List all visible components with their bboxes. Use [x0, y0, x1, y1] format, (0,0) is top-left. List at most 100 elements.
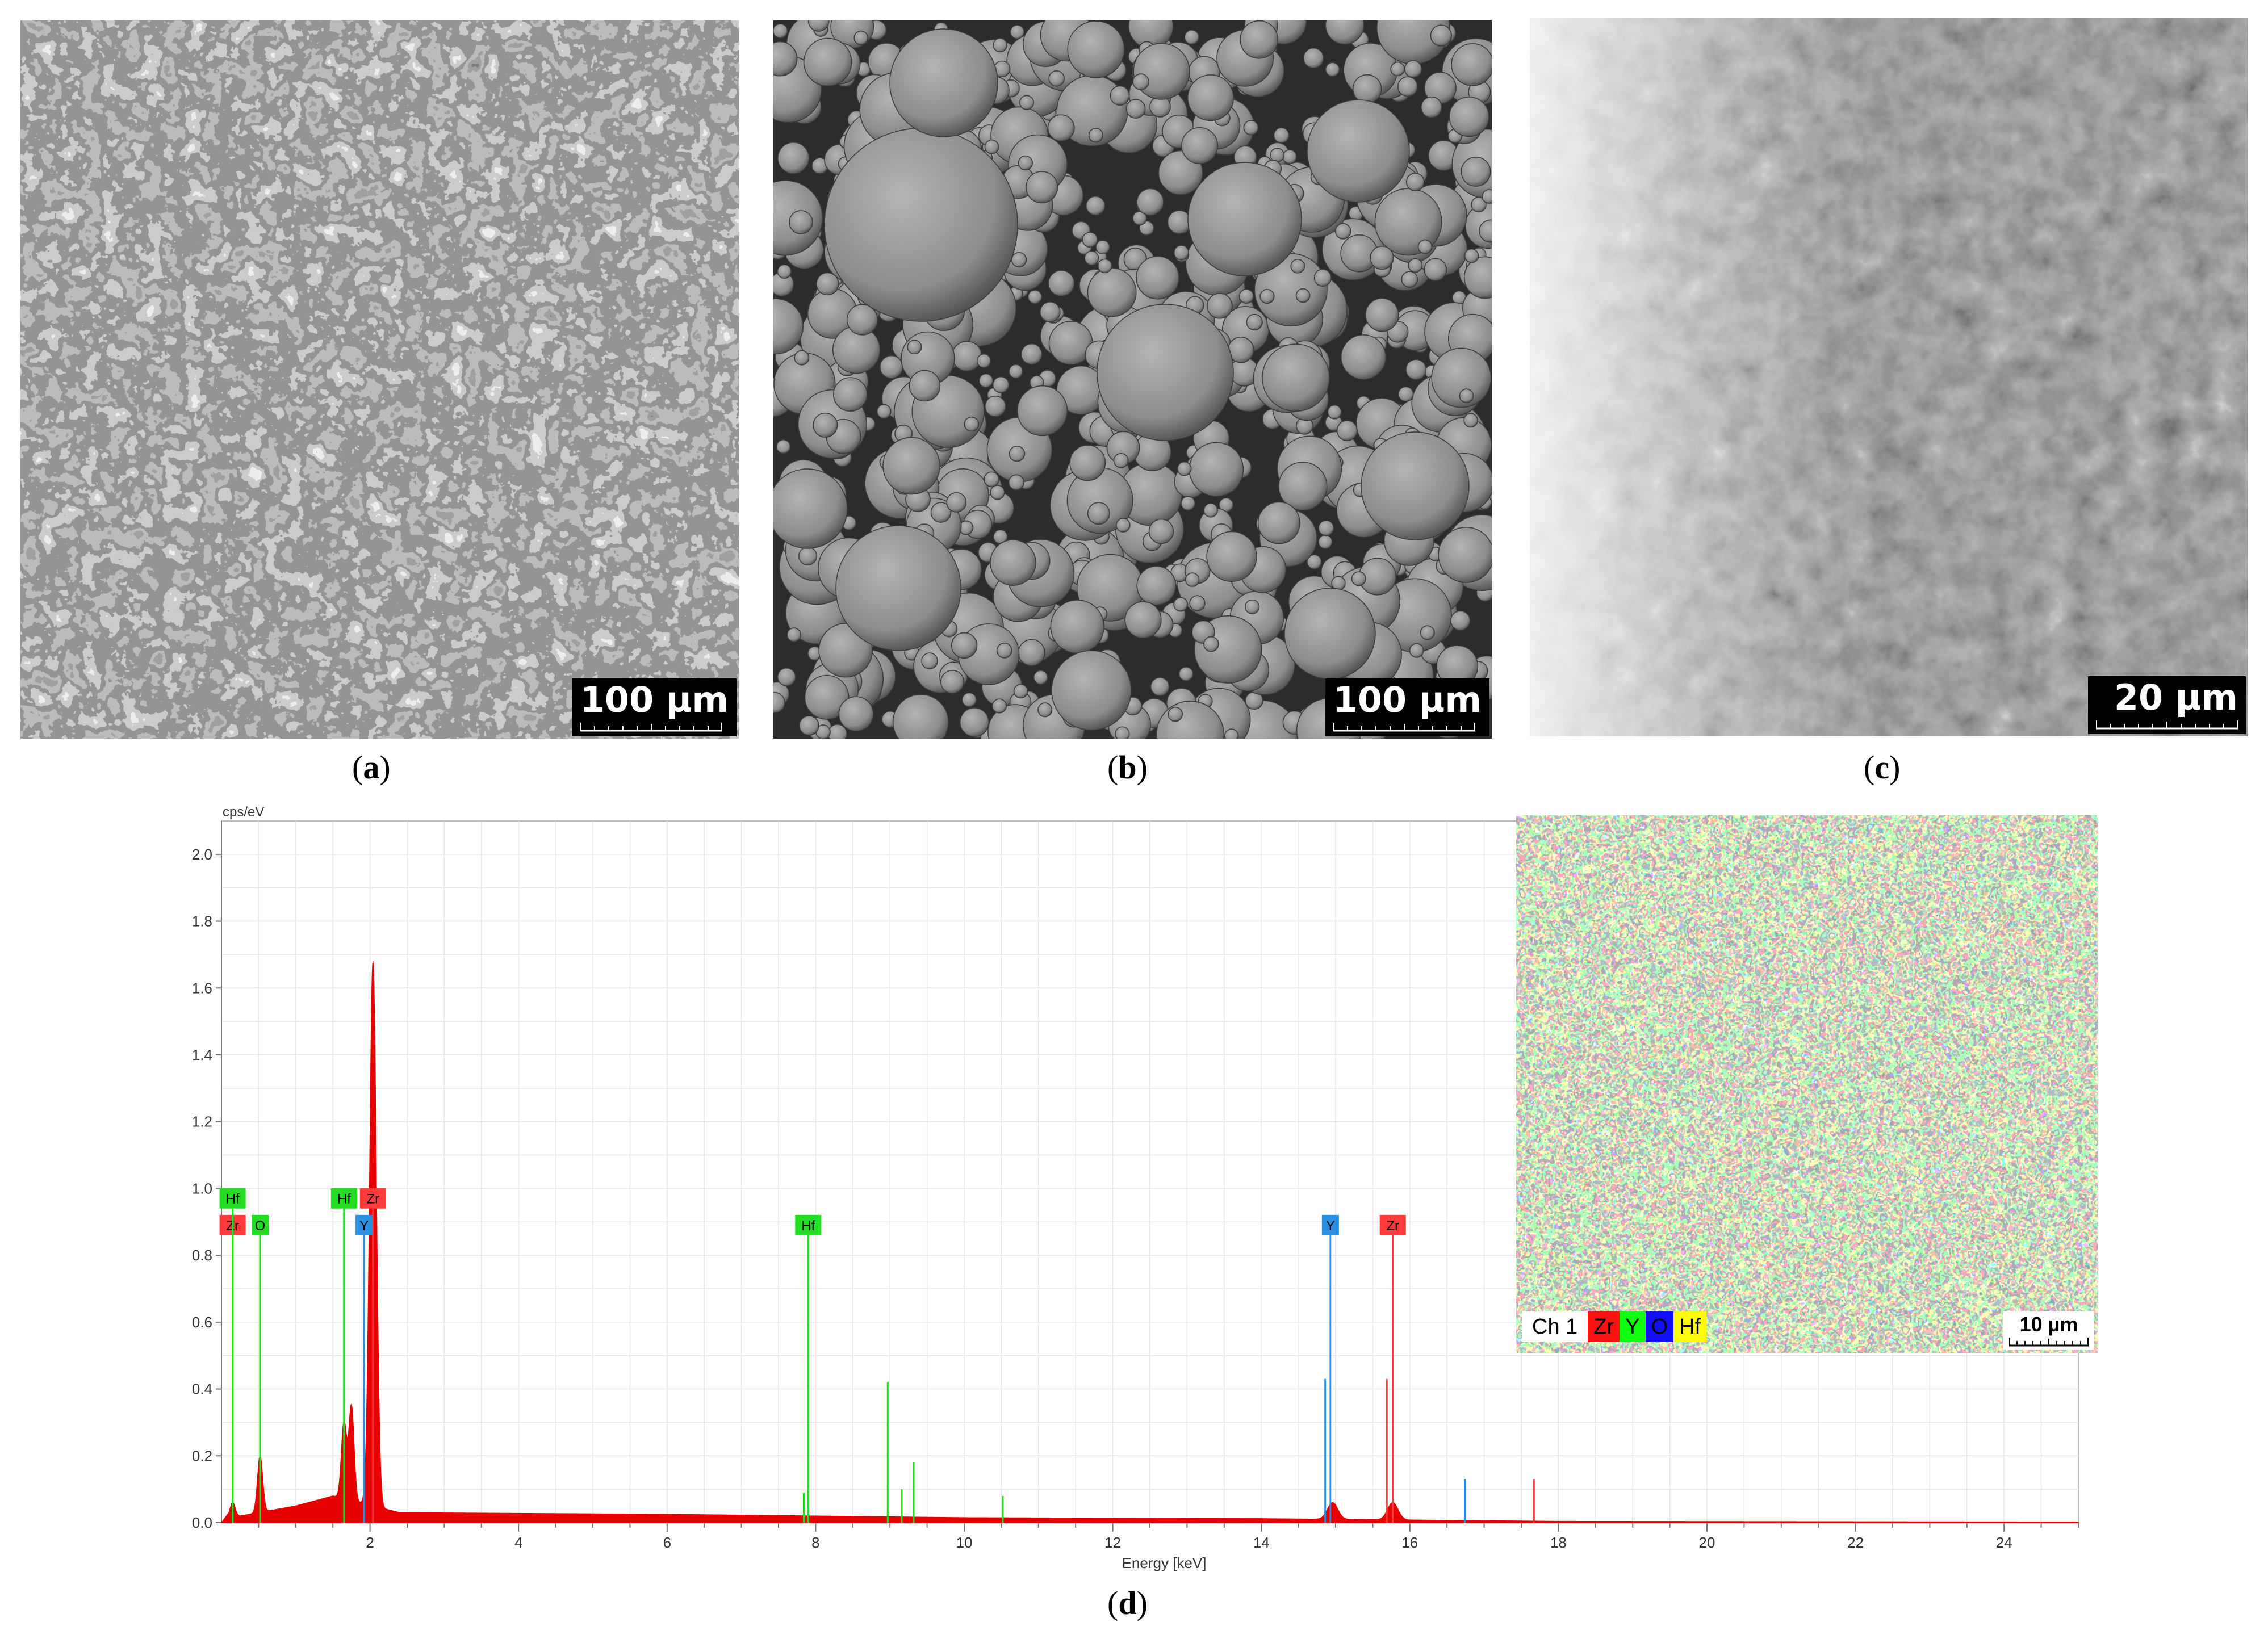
- powder-particle: [1313, 269, 1332, 287]
- powder-particle: [984, 471, 999, 488]
- powder-particle: [1262, 343, 1330, 412]
- element-marker-label: Hf: [337, 1192, 351, 1207]
- powder-particle: [799, 715, 819, 736]
- powder-particle: [1341, 334, 1387, 380]
- powder-particle: [1189, 595, 1206, 611]
- powder-particle: [990, 539, 1036, 586]
- powder-particle: [1116, 518, 1131, 533]
- powder-particle: [889, 28, 998, 137]
- powder-particle: [1374, 188, 1442, 256]
- powder-particle: [993, 37, 1007, 53]
- powder-particle: [1451, 43, 1492, 86]
- y-axis-label: cps/eV: [223, 804, 264, 820]
- x-tick-label: 18: [1550, 1534, 1567, 1551]
- legend-y: Y: [1620, 1311, 1646, 1342]
- element-marker-box: [219, 1188, 246, 1209]
- powder-particle: [824, 128, 1018, 322]
- powder-particle: [1408, 258, 1423, 273]
- powder-particle: [1048, 270, 1075, 297]
- powder-particle: [1463, 413, 1478, 428]
- powder-particle: [1013, 684, 1028, 699]
- powder-particle: [964, 416, 979, 432]
- map-scale-label: 10 µm: [2019, 1313, 2078, 1336]
- powder-particle: [1224, 728, 1239, 739]
- powder-particle: [1019, 95, 1035, 110]
- powder-particle: [1150, 677, 1170, 697]
- powder-particle: [1010, 24, 1025, 40]
- element-marker-box: [330, 1188, 357, 1209]
- powder-particle: [1479, 219, 1492, 243]
- powder-particle: [1203, 503, 1218, 518]
- powder-particle: [1037, 702, 1053, 718]
- element-marker-box: [1321, 1214, 1339, 1235]
- powder-particle: [961, 692, 977, 707]
- powder-particle: [985, 395, 1006, 417]
- powder-particle: [1463, 256, 1492, 299]
- powder-particle: [1450, 610, 1471, 631]
- y-tick-label: 0.6: [192, 1314, 212, 1331]
- powder-particle: [1136, 255, 1179, 300]
- scale-bar-a: 100 µm: [572, 678, 737, 736]
- element-marker-box: [1379, 1214, 1406, 1235]
- x-tick-label: 10: [956, 1534, 973, 1551]
- powder-particle: [1405, 359, 1427, 380]
- powder-particle: [946, 492, 967, 513]
- element-marker-label: Zr: [367, 1192, 380, 1207]
- powder-particle: [1303, 47, 1324, 69]
- powder-particle: [1464, 248, 1479, 263]
- element-marker-label: Zr: [1386, 1218, 1399, 1234]
- powder-particle: [1295, 288, 1311, 303]
- caption-a: (a): [352, 749, 391, 786]
- powder-particle: [777, 264, 792, 279]
- powder-particle: [804, 674, 850, 720]
- powder-particle: [803, 37, 852, 87]
- powder-particle: [773, 41, 798, 77]
- powder-particle: [1136, 565, 1177, 606]
- x-tick-label: 12: [1104, 1534, 1121, 1551]
- powder-particle: [773, 468, 848, 549]
- powder-particle: [1238, 288, 1254, 304]
- powder-particle: [1020, 343, 1043, 365]
- powder-particle: [789, 210, 813, 234]
- powder-particle: [1139, 220, 1154, 236]
- powder-particle: [1048, 70, 1065, 87]
- x-axis-label: Energy [keV]: [1122, 1554, 1207, 1571]
- x-tick-label: 6: [663, 1534, 671, 1551]
- powder-particle: [1327, 405, 1342, 420]
- powder-particle: [1115, 726, 1130, 739]
- powder-particle: [776, 439, 791, 454]
- powder-particle: [1361, 431, 1470, 540]
- powder-particle: [1125, 99, 1146, 119]
- x-tick-label: 24: [1996, 1534, 2012, 1551]
- x-tick-label: 2: [366, 1534, 374, 1551]
- powder-particle: [1185, 572, 1200, 587]
- powder-particle: [909, 370, 941, 402]
- powder-particle: [1178, 666, 1194, 681]
- element-marker-box: [252, 1214, 269, 1235]
- powder-particle: [1133, 43, 1190, 100]
- powder-particle: [1405, 173, 1425, 191]
- scale-bar-ruler: [2096, 720, 2238, 730]
- element-marker-label: Y: [359, 1218, 369, 1234]
- powder-particle: [1050, 600, 1104, 654]
- powder-particle: [1282, 149, 1297, 164]
- powder-particle: [1018, 155, 1033, 171]
- element-marker-label: Y: [1326, 1218, 1335, 1234]
- powder-particle: [992, 376, 1010, 393]
- powder-particle: [1088, 128, 1103, 143]
- powder-particle: [1009, 446, 1026, 462]
- powder-particle: [921, 652, 938, 670]
- powder-particle: [1184, 30, 1199, 45]
- legend-o: O: [1645, 1311, 1674, 1342]
- sem-image-b: 100 µm: [773, 20, 1492, 739]
- powder-particle: [773, 691, 785, 714]
- element-markers: ZrHfOHfYZrHfYZr: [219, 1188, 1535, 1523]
- powder-particle: [1482, 189, 1492, 204]
- powder-particle: [1245, 599, 1260, 614]
- powder-particle: [882, 437, 940, 495]
- powder-particle: [1132, 73, 1149, 90]
- map-legend: Ch 1 Zr Y O Hf: [1522, 1311, 1707, 1342]
- powder-particle: [1336, 420, 1358, 441]
- powder-particle: [1008, 474, 1024, 491]
- scale-bar-ruler: [1333, 723, 1475, 732]
